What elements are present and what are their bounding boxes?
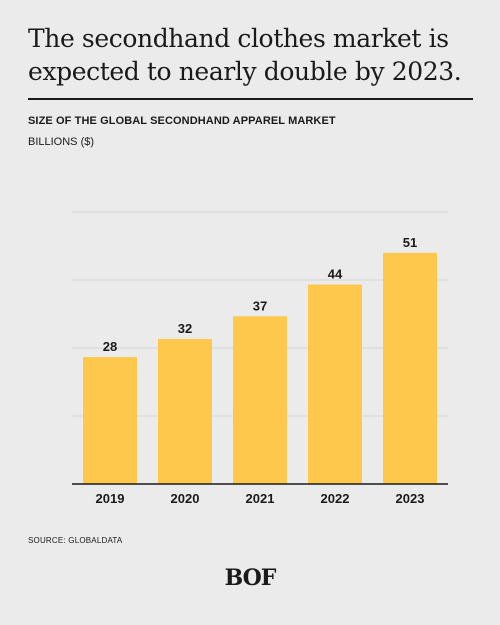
x-tick-label: 2019 [96, 491, 125, 506]
x-tick-label: 2022 [321, 491, 350, 506]
x-tick-label: 2020 [171, 491, 200, 506]
chart-title: SIZE OF THE GLOBAL SECONDHAND APPAREL MA… [28, 115, 336, 127]
data-label: 44 [328, 267, 343, 282]
bar-2022 [308, 284, 362, 484]
source-note: SOURCE: GLOBALDATA [28, 536, 123, 545]
bar-2023 [383, 252, 437, 484]
data-label: 32 [178, 321, 192, 336]
data-label: 37 [253, 298, 267, 313]
headline: The secondhand clothes market is expecte… [28, 24, 462, 86]
headline-divider [28, 98, 473, 100]
bar-2019 [83, 357, 137, 484]
bar-2021 [233, 316, 287, 484]
bar-2020 [158, 338, 212, 484]
y-axis-label: BILLIONS ($) [28, 136, 95, 148]
data-label: 28 [103, 339, 117, 354]
x-tick-label: 2021 [246, 491, 275, 506]
bof-logo: BOF [224, 565, 277, 591]
data-label: 51 [403, 235, 417, 250]
x-tick-label: 2023 [396, 491, 425, 506]
